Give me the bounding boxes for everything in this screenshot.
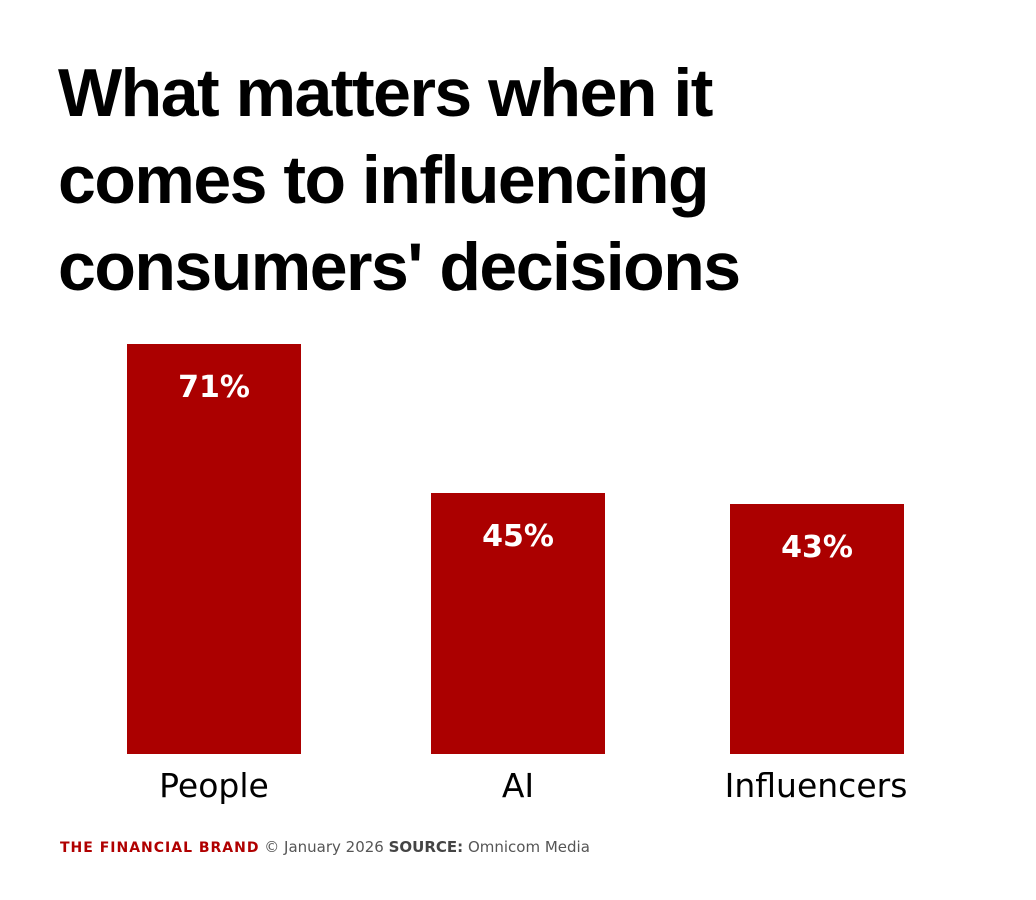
bar-value-influencers: 43% [781, 530, 853, 565]
category-label-influencers: Influencers [724, 766, 908, 805]
category-label-ai: AI [501, 766, 535, 805]
title-line-3: consumers' decisions [58, 229, 741, 305]
title-line-2: comes to influencing [58, 142, 710, 218]
bar-people: 71% [127, 344, 301, 754]
bar-ai: 45% [431, 493, 605, 754]
source-name: Omnicom Media [467, 838, 590, 856]
source-label: SOURCE: [388, 838, 464, 856]
title-line-1: What matters when it [58, 55, 713, 131]
footer: THE FINANCIAL BRAND © January 2026 SOURC… [60, 838, 590, 856]
bar-value-ai: 45% [482, 519, 554, 554]
footer-date: © January 2026 [264, 838, 384, 856]
category-label-people: People [159, 766, 269, 805]
chart-title: What matters when it comes to influencin… [58, 50, 958, 311]
bar-value-people: 71% [178, 370, 250, 405]
brand-logo-text: THE FINANCIAL BRAND [60, 840, 260, 856]
bar-influencers: 43% [730, 504, 904, 754]
